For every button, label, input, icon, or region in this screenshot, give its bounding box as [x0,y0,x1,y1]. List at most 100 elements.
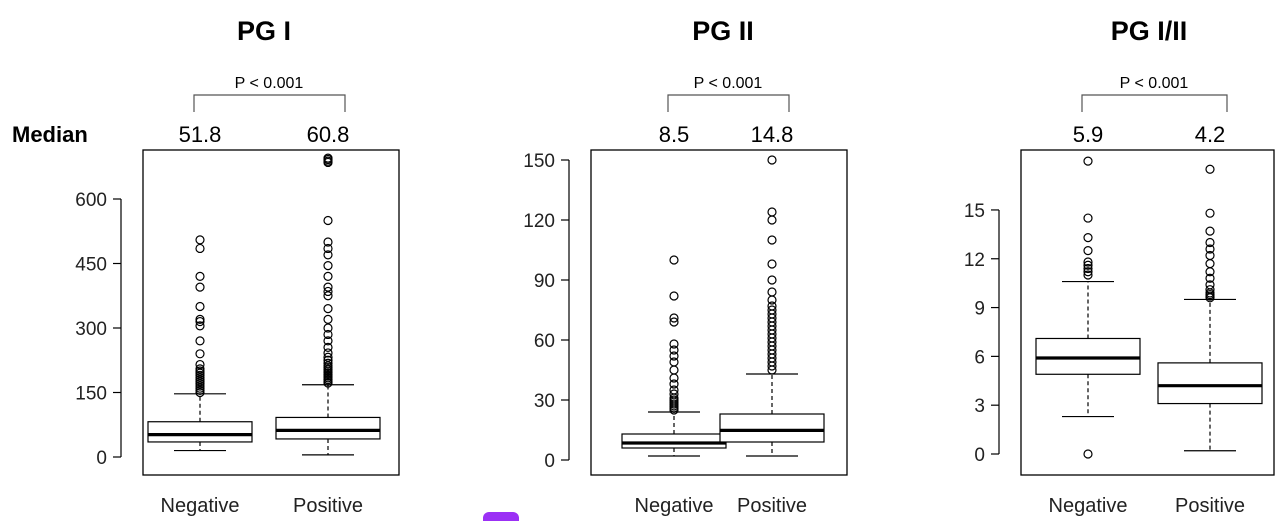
outlier-point [195,364,205,374]
outlier-point [1083,263,1093,274]
outlier-point [767,275,777,285]
plot-frame [590,149,848,476]
outlier-point [195,336,205,346]
chart-title: PG I [237,16,291,46]
outlier-point [195,321,205,331]
median-value-label: 51.8 [179,122,222,147]
outlier-point [767,155,777,165]
outlier-point [1083,267,1093,277]
outlier-point [195,359,205,370]
outlier-point [1205,226,1215,236]
outlier-point [767,259,777,269]
iqr-box [275,416,381,440]
p-value-bracket [193,94,346,112]
y-tick-label: 600 [75,190,107,211]
outlier-point [767,305,777,315]
outlier-point [323,286,333,297]
y-tick-label: 6 [974,347,985,368]
y-tick-label: 30 [534,391,555,412]
x-category-label: Negative [1049,495,1128,517]
outlier-point [1205,285,1215,295]
outlier-point [323,342,333,352]
outlier-point [195,301,205,312]
p-value-label: P < 0.001 [235,75,304,92]
outlier-point [323,261,333,271]
outlier-point [323,314,333,324]
iqr-box [621,433,727,449]
outlier-point [767,295,777,305]
outlier-point [323,215,333,226]
outlier-point [323,304,333,314]
median-value-label: 14.8 [751,122,794,147]
outlier-point [669,339,679,349]
outlier-point [1205,280,1215,290]
outlier-point [1205,259,1215,269]
y-tick-label: 0 [96,448,107,469]
outlier-point [669,357,679,367]
outlier-point [195,235,205,245]
outlier-point [767,287,777,297]
iqr-box [1035,337,1141,375]
y-tick-label: 12 [964,250,985,271]
outlier-point [767,235,777,245]
outlier-point [1205,208,1215,218]
box-positive [719,155,825,457]
outlier-point [669,379,679,389]
x-category-label: Positive [1175,495,1245,517]
y-tick-label: 150 [523,151,555,172]
outlier-point [669,351,679,361]
y-tick-label: 3 [974,396,985,417]
chart-panel-1: PG I P < 0.001 51.8 60.8 0 150 300 450 600 Negati… [75,16,400,517]
y-tick-label: 15 [964,201,985,222]
outlier-point [195,243,205,254]
outlier-point [1205,237,1215,248]
outlier-point [669,345,679,355]
y-tick-label: 150 [75,384,107,405]
outlier-point [669,317,679,327]
outlier-point [669,373,679,383]
chart-title: PG II [692,16,754,46]
outlier-point [323,329,333,340]
outlier-point [195,282,205,292]
box-positive [1157,164,1263,452]
outlier-point [323,153,333,163]
median-value-label: 60.8 [307,122,350,147]
y-tick-label: 60 [534,331,555,352]
outlier-point [1083,257,1093,267]
x-category-label: Negative [635,495,714,517]
outlier-point [669,385,679,395]
outlier-point [323,237,333,247]
median-value-label: 4.2 [1195,122,1226,147]
y-tick-label: 0 [544,451,555,472]
box-negative [1035,156,1141,459]
p-value-label: P < 0.001 [1120,75,1189,92]
p-value-label: P < 0.001 [694,75,763,92]
box-negative [147,235,253,452]
outlier-point [1083,260,1093,270]
outlier-point [195,349,205,359]
plot-frame [142,149,400,476]
median-row-label: Median [12,122,88,147]
box-negative [621,255,727,457]
outlier-point [1083,233,1093,243]
outlier-point [323,323,333,333]
outlier-point [1083,270,1093,280]
iqr-box [719,413,825,443]
y-tick-label: 300 [75,319,107,340]
outlier-point [323,271,333,281]
p-value-bracket [1081,94,1228,112]
bookmark-marker [483,512,519,521]
y-tick-label: 90 [534,271,555,292]
outlier-point [323,348,333,358]
y-tick-label: 9 [974,299,985,320]
outlier-point [669,313,679,323]
outlier-point [323,291,333,301]
iqr-box [1157,362,1263,405]
box-positive [275,153,381,456]
outlier-point [1083,246,1093,256]
outlier-point [669,291,679,301]
outlier-point [1083,213,1093,223]
chart-panel-3: PG I/II P < 0.001 5.9 4.2 0 3 6 9 12 15 Negative Po… [964,16,1275,517]
y-tick-label: 0 [974,445,985,466]
